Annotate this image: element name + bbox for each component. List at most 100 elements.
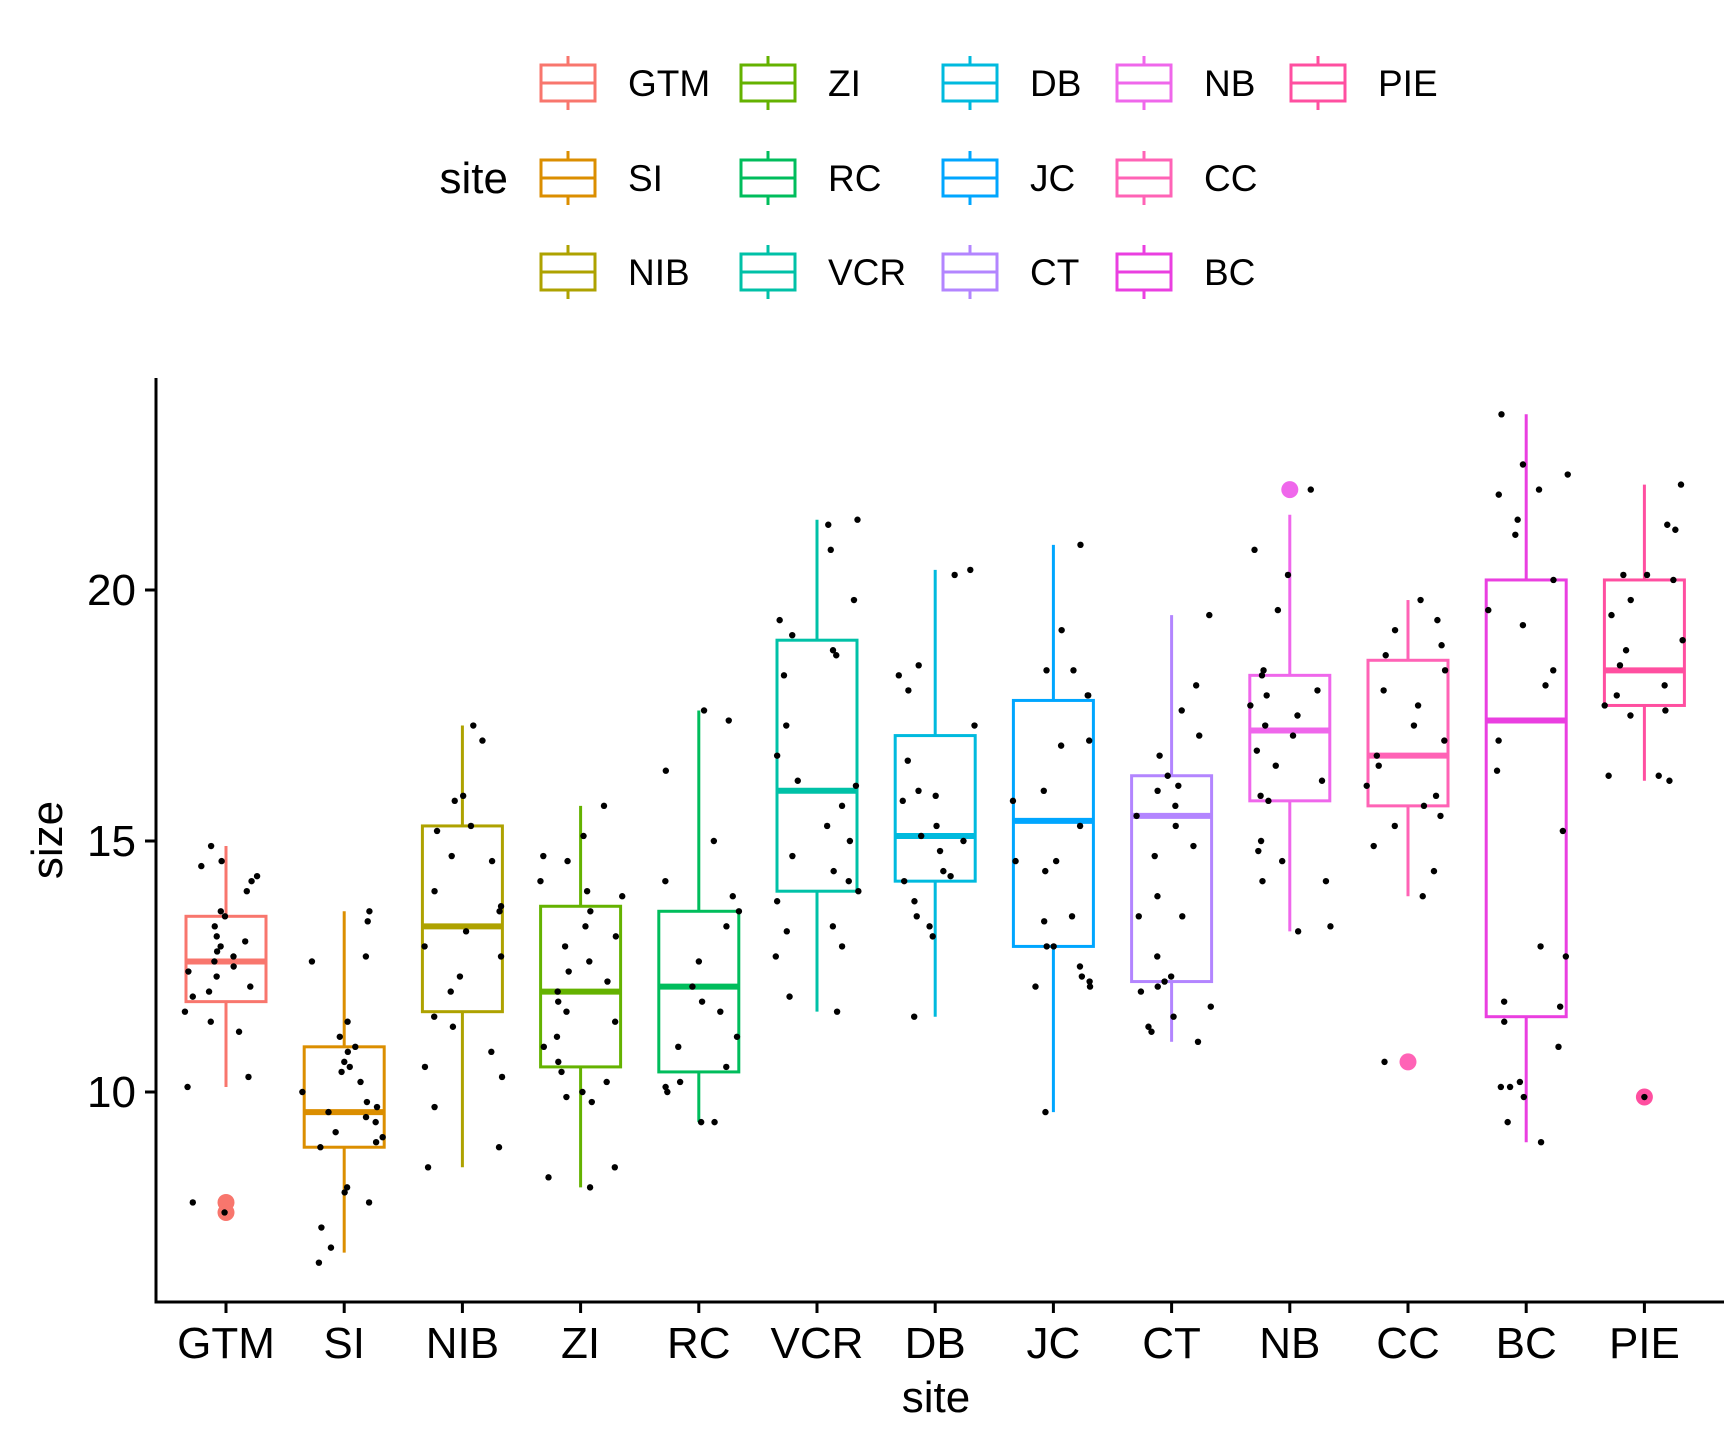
data-point-VCR-6 [829,647,837,654]
data-point-SI-9 [346,1063,353,1071]
data-point-JC-2 [1043,667,1050,674]
data-point-RC-8 [695,958,703,965]
legend-label-SI: SI [628,158,663,199]
data-point-BC-24 [1520,1093,1527,1101]
box-GTM [181,842,268,1221]
data-point-ZI-20 [555,1058,562,1066]
data-point-VCR-10 [773,752,781,759]
data-point-SI-14 [373,1103,381,1111]
data-point-PIE-19 [1641,1093,1648,1101]
data-point-NB-11 [1289,732,1297,739]
data-point-ZI-22 [603,1078,610,1086]
data-point-ZI-4 [537,877,544,885]
data-point-CC-14 [1420,802,1428,810]
data-point-DB-17 [911,898,918,905]
data-point-ZI-7 [587,908,594,915]
data-point-DB-20 [929,933,936,940]
data-point-ZI-23 [579,1088,586,1096]
outlier-NB-0 [1281,481,1299,499]
data-point-ZI-3 [564,857,571,865]
data-point-ZI-27 [545,1174,552,1181]
data-point-NB-3 [1274,606,1282,614]
y-tick-label-20: 20 [87,566,136,615]
data-point-JC-8 [1040,787,1047,794]
data-point-PIE-15 [1627,712,1634,719]
data-point-GTM-7 [243,888,250,895]
data-point-SI-11 [357,1078,364,1086]
data-point-GTM-9 [221,913,229,920]
data-point-RC-7 [723,923,730,930]
box-body-NIB [420,824,504,1014]
data-point-NIB-10 [496,908,503,915]
data-point-BC-23 [1506,1083,1514,1091]
data-point-VCR-3 [850,596,858,604]
x-tick-label-CC: CC [1376,1319,1440,1368]
box-body-PIE [1602,578,1686,707]
data-point-ZI-19 [540,1043,548,1051]
data-point-NB-15 [1257,792,1264,800]
data-point-PIE-10 [1616,662,1624,669]
data-point-JC-15 [1040,918,1048,925]
data-point-BC-26 [1537,1139,1545,1146]
data-point-NIB-6 [448,852,455,860]
data-point-BC-8 [1485,606,1492,614]
data-point-SI-19 [379,1133,386,1141]
data-point-PIE-1 [1664,521,1671,528]
data-point-PIE-8 [1679,637,1686,644]
data-point-NIB-21 [431,1103,438,1111]
data-point-NB-14 [1318,777,1326,784]
data-point-RC-12 [733,1033,741,1040]
x-tick-label-GTM: GTM [177,1319,275,1368]
data-point-NB-5 [1258,672,1266,679]
data-point-NB-7 [1263,692,1270,699]
data-point-SI-20 [372,1139,380,1146]
data-point-CC-3 [1438,642,1445,649]
data-point-VCR-22 [783,928,791,935]
data-point-CC-5 [1441,667,1449,674]
data-point-CT-7 [1154,787,1161,794]
data-point-PIE-12 [1613,692,1620,699]
data-point-SI-2 [362,953,370,960]
legend-key-RC [739,151,797,205]
data-point-VCR-15 [846,837,854,845]
data-point-ZI-0 [600,802,608,810]
x-tick-label-NB: NB [1259,1319,1320,1368]
data-point-ZI-17 [611,1018,619,1025]
data-point-JC-12 [1052,857,1060,865]
data-point-VCR-13 [838,802,846,810]
data-point-VCR-12 [852,782,860,789]
data-point-JC-20 [1086,978,1093,985]
legend-key-GTM [539,56,597,110]
data-point-RC-3 [710,837,718,845]
legend-key-ZI [739,56,797,110]
x-tick-label-ZI: ZI [561,1319,600,1368]
data-point-CC-12 [1363,782,1370,789]
data-point-SI-25 [318,1224,325,1231]
box-CC [1363,596,1450,1071]
data-point-GTM-14 [213,948,221,955]
data-point-DB-14 [940,867,947,875]
x-tick-label-RC: RC [667,1319,731,1368]
x-tick-label-NIB: NIB [426,1319,499,1368]
box-body-CT [1130,774,1214,984]
data-point-NB-19 [1279,857,1286,865]
data-point-BC-18 [1556,1003,1564,1010]
data-point-CC-0 [1417,596,1424,604]
legend-key-JC [941,151,999,205]
data-point-NIB-3 [451,797,458,805]
data-point-BC-10 [1550,667,1557,674]
data-point-CT-14 [1179,913,1186,920]
y-tick-label-15: 15 [87,817,136,866]
data-point-NIB-7 [488,857,496,865]
data-point-BC-11 [1542,682,1549,689]
data-point-SI-7 [344,1048,352,1056]
legend-key-BC [1115,245,1173,299]
data-point-VCR-7 [833,652,840,659]
data-point-NB-10 [1262,722,1269,729]
data-point-PIE-0 [1677,481,1685,488]
data-point-ZI-2 [540,852,547,860]
x-tick-label-CT: CT [1142,1319,1201,1368]
data-point-BC-0 [1498,411,1505,418]
data-point-DB-7 [915,787,922,794]
data-point-ZI-5 [583,888,591,895]
